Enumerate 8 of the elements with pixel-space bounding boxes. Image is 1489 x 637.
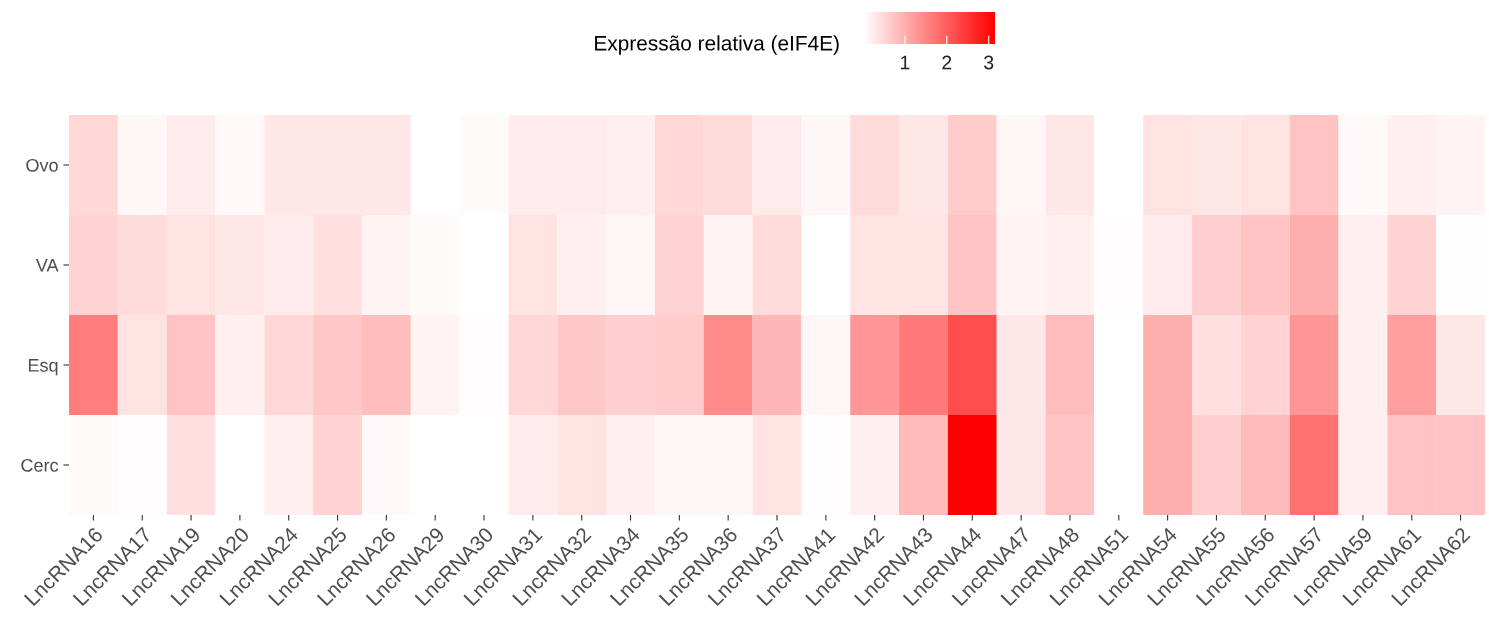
color-bar-title: Expressão relativa (eIF4E) <box>595 35 839 55</box>
color-bar-label: 2 <box>942 55 952 70</box>
y-tick-label: Ovo <box>26 158 58 172</box>
y-tick-label: Cerc <box>21 458 59 472</box>
color-bar-label: 1 <box>900 55 910 70</box>
y-tick-label: VA <box>35 259 59 272</box>
color-bar-label: 3 <box>984 55 994 70</box>
y-tick-label: Esq <box>28 359 58 376</box>
